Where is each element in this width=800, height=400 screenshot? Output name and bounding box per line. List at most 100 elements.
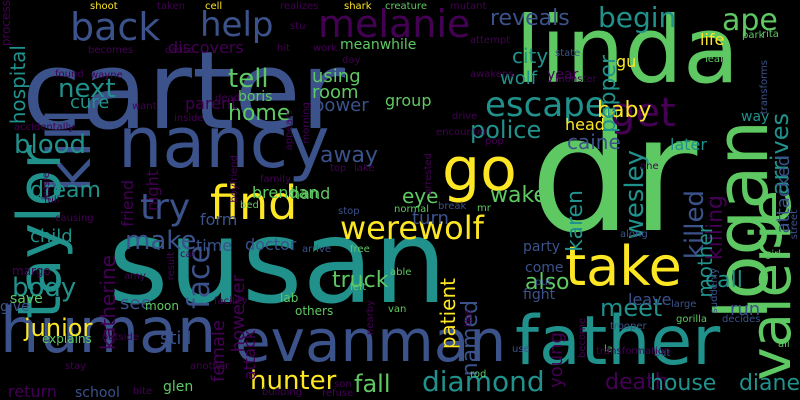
word-stay: stay (65, 361, 87, 372)
word-father: father (515, 302, 721, 381)
word-leaf: leaf (705, 54, 724, 65)
word-female: female (208, 320, 229, 383)
word-human: human (0, 294, 217, 367)
word-pepper: pepper (596, 55, 621, 134)
word-room: room (312, 82, 359, 103)
word-outside: outside (102, 332, 139, 343)
word-attack: attack (240, 330, 259, 381)
word-back: back (70, 5, 161, 49)
word-hunter: hunter (250, 366, 337, 396)
word-call: call (705, 268, 743, 293)
word-school: school (75, 385, 120, 400)
word-meet: meet (600, 294, 663, 322)
word-amy: amy (124, 271, 146, 282)
word-dead: dead (215, 93, 240, 104)
word-power: power (313, 95, 369, 116)
word-free: free (350, 244, 370, 255)
word-ape: ape (722, 3, 778, 38)
word-karen: karen (563, 190, 588, 252)
word-lab: lab (280, 291, 299, 305)
word-attempt: attempt (470, 35, 511, 46)
word-stu: stu (290, 21, 306, 32)
word-van: van (388, 304, 407, 315)
word-morning: morning (301, 102, 312, 144)
word-process: process (0, 0, 13, 47)
word-monster: monster (555, 74, 597, 85)
word-carter: carter (22, 29, 346, 154)
word-la: la (604, 344, 613, 355)
word-patient: patient (436, 278, 460, 350)
word-go: go (442, 135, 517, 205)
word-find: find (210, 176, 298, 230)
word-transforms: transforms (759, 60, 770, 115)
word-next: next (58, 74, 116, 104)
word-pop: pop (485, 136, 504, 147)
word-party: party (523, 239, 560, 255)
word-junior: junior (24, 314, 93, 342)
word-street: street (789, 210, 800, 240)
word-cell: cell (205, 1, 223, 12)
word-werewolf: werewolf (340, 209, 484, 247)
word-decides: decides (722, 314, 761, 325)
word-baby: baby (597, 98, 652, 123)
word-cause: cause (165, 45, 195, 56)
word-trooper: trooper (610, 321, 647, 332)
word-like: like (463, 310, 474, 328)
word-arrested: arrested (423, 153, 434, 195)
word-day: day (342, 55, 361, 66)
word-hospital: hospital (6, 45, 30, 125)
word-one: one (640, 161, 659, 172)
word-work: work (313, 43, 338, 54)
word-inside: inside (174, 113, 204, 124)
word-gu: gu (616, 52, 637, 71)
word-building: building (262, 387, 303, 398)
word-fall: fall (354, 370, 391, 398)
word-linda: linda (515, 0, 740, 104)
word-state: state (555, 48, 581, 59)
word-shark: shark (344, 1, 372, 12)
word-young: young (546, 332, 567, 388)
word-fight: fight (523, 287, 556, 303)
word-left: left (350, 282, 367, 293)
word-wolf: wolf (500, 68, 538, 89)
word-arrive: arrive (302, 244, 332, 255)
word-shoot: shoot (90, 1, 118, 12)
word-facility: facility (214, 296, 248, 307)
word-body: body (12, 273, 77, 303)
word-night: night (143, 170, 162, 212)
word-diane: diane (738, 371, 800, 396)
word-evanman: evanman (235, 307, 507, 375)
word-tell: tell (228, 64, 269, 94)
word-another: another (190, 361, 230, 372)
word-blood: blood (14, 130, 87, 160)
word-mr: mr (477, 203, 491, 214)
word-nearby: nearby (365, 300, 376, 335)
word-use: use (512, 344, 530, 355)
word-parent: parent (185, 94, 238, 113)
word-put: put (535, 277, 552, 288)
word-suddenly: suddenly (709, 268, 720, 314)
word-help: help (200, 5, 274, 45)
word-encounter: encounter (436, 127, 487, 138)
word-brendan: brendan (252, 183, 319, 202)
word-escape: escape (485, 85, 606, 125)
word-lake: lake (354, 163, 375, 174)
word-becomes: becomes (88, 45, 134, 56)
word-eye: eye (402, 184, 439, 208)
word-head: head (565, 115, 605, 134)
word-make: make (125, 226, 197, 256)
word-get: get (610, 90, 676, 136)
word-full: full (44, 195, 60, 206)
word-nancy: nancy (118, 102, 330, 184)
word-found: found (55, 69, 84, 80)
word-using: using (312, 66, 361, 87)
word-reveals: reveals (490, 6, 570, 31)
word-causing: causing (55, 213, 94, 224)
word-want: want (132, 101, 157, 112)
word-come: come (525, 260, 564, 276)
word-cure: cure (70, 92, 110, 113)
word-awakens: awakens (470, 69, 514, 80)
word-appears: appears (284, 110, 295, 151)
word-normal: normal (394, 204, 430, 215)
